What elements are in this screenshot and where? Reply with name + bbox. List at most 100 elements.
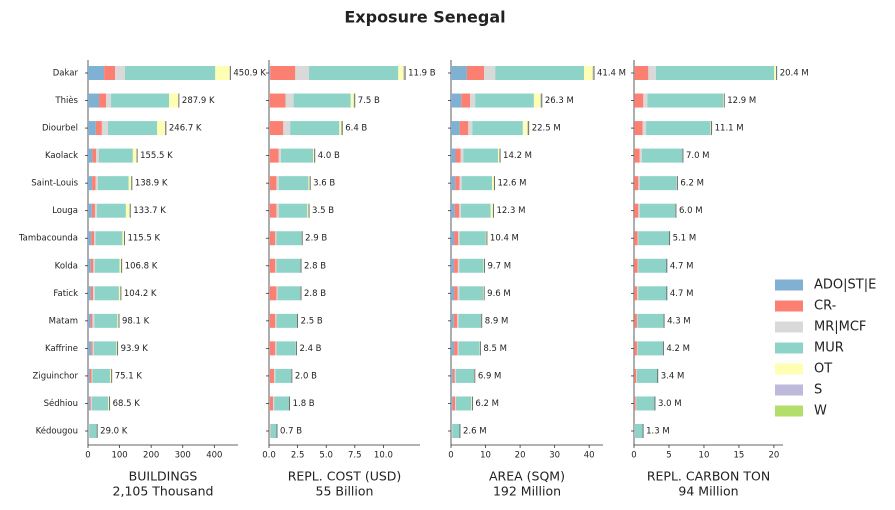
bar-segment [269, 424, 271, 438]
bar-segment [269, 258, 270, 273]
bar-segment [93, 258, 95, 273]
bar-segment [451, 176, 456, 191]
y-tick-label: Kédougou [36, 426, 78, 437]
bar-segment [774, 66, 777, 80]
bar-segment [451, 121, 460, 136]
bar-segment [634, 121, 643, 136]
total-label: 6.2 M [475, 399, 499, 409]
bar-segment [638, 203, 640, 218]
bar-segment [290, 121, 340, 136]
legend-swatch [775, 384, 803, 396]
bar-segment [307, 203, 309, 218]
bar-segment [88, 121, 96, 136]
total-label: 5.1 M [673, 234, 697, 244]
bar-segment [584, 66, 593, 80]
bar-segment [458, 313, 482, 328]
bar-segment [451, 424, 452, 438]
total-label: 26.3 M [545, 96, 574, 106]
bar-segment [463, 148, 498, 163]
bar-segment [647, 93, 724, 108]
x-axis-subtitle: 2,105 Thousand [113, 484, 214, 499]
total-label: 12.6 M [498, 179, 527, 189]
total-label: 10.4 M [490, 234, 519, 244]
bar-segment [269, 121, 284, 136]
y-tick-label: Kaffrine [45, 344, 78, 354]
bar-segment [451, 148, 456, 163]
total-label: 41.4 M [597, 69, 626, 79]
x-axis-label: REPL. COST (USD) [288, 469, 402, 484]
legend-swatch [775, 342, 803, 354]
total-label: 75.1 K [115, 371, 143, 381]
bar-segment [451, 368, 453, 383]
bar-segment [115, 66, 125, 80]
total-label: 2.5 B [301, 316, 323, 326]
bar-segment [461, 176, 493, 191]
total-label: 11.9 B [408, 69, 436, 79]
bar-segment [88, 313, 91, 328]
legend-swatch [775, 279, 803, 291]
bar-segment [88, 231, 92, 246]
total-label: 98.1 K [122, 316, 150, 326]
total-label: 3.6 B [313, 179, 335, 189]
bar-segment [94, 286, 119, 301]
bar-segment [97, 176, 129, 191]
bar-segment [278, 176, 309, 191]
bar-segment [276, 258, 301, 273]
bar-segment [269, 148, 279, 163]
bar-segment [522, 121, 528, 136]
bar-segment [637, 258, 639, 273]
bar-segment [92, 368, 111, 383]
x-axis-label: BUILDINGS [129, 469, 198, 484]
total-label: 7.5 B [358, 96, 380, 106]
bar-segment [96, 148, 99, 163]
bar-segment [269, 368, 270, 383]
legend-label: MUR [814, 341, 844, 356]
y-tick-label: Dakar [53, 69, 79, 79]
bar-segment [285, 93, 294, 108]
x-axis-subtitle: 55 Billion [316, 484, 374, 499]
total-label: 4.3 M [667, 316, 691, 326]
bar-segment [461, 203, 491, 218]
y-tick-label: Matam [49, 316, 78, 326]
total-label: 4.7 M [670, 261, 694, 271]
bar-segment [452, 368, 455, 383]
bar-segment [634, 176, 639, 191]
bar-segment [492, 176, 494, 191]
bar-segment [643, 93, 648, 108]
bar-segment [111, 93, 170, 108]
bar-segment [634, 368, 637, 383]
bar-segment [451, 66, 467, 80]
x-tick-label: 30 [549, 451, 560, 461]
bar-segment [157, 121, 166, 136]
bar-segment [269, 286, 277, 301]
x-tick-label: 40 [584, 451, 595, 461]
total-label: 115.5 K [127, 234, 160, 244]
bar-segment [642, 121, 647, 136]
bar-segment [98, 148, 133, 163]
bar-segment [95, 176, 98, 191]
bar-segment [638, 286, 667, 301]
bar-segment [636, 396, 655, 411]
y-tick-label: Kolda [55, 261, 78, 271]
total-label: 104.2 K [124, 289, 157, 299]
legend-swatch [775, 363, 803, 375]
bar-segment [635, 396, 637, 411]
bar-segment [485, 231, 487, 246]
bar-segment [91, 368, 93, 383]
bar-segment [93, 286, 95, 301]
total-label: 2.4 B [299, 344, 321, 354]
bar-segment [454, 203, 460, 218]
bar-segment [350, 93, 354, 108]
legend-label: OT [814, 362, 832, 377]
bar-segment [341, 121, 342, 136]
total-label: 4.7 M [670, 289, 694, 299]
x-tick-label: 10 [480, 451, 491, 461]
bar-segment [457, 313, 459, 328]
bar-segment [269, 286, 270, 301]
bar-segment [88, 66, 105, 80]
total-label: 93.9 K [121, 344, 149, 354]
bar-segment [637, 231, 639, 246]
bar-segment [308, 176, 310, 191]
total-label: 138.9 K [135, 179, 168, 189]
